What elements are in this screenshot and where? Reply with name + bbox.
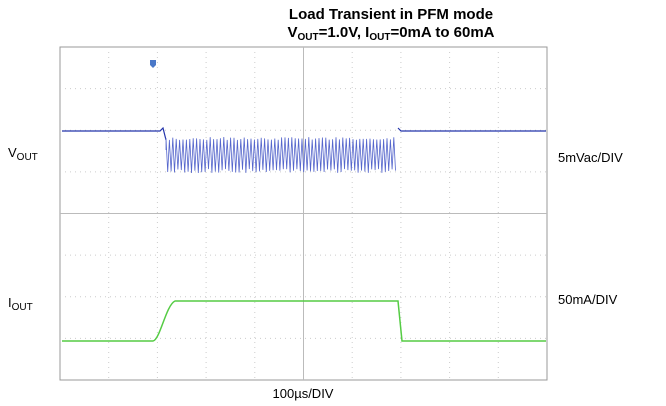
- vout-label: VOUT: [8, 145, 38, 163]
- iout-label: IOUT: [8, 295, 33, 313]
- label-sub: OUT: [12, 302, 33, 313]
- subtitle-part: V: [287, 24, 297, 41]
- subtitle: VOUT=1.0V, IOUT=0mA to 60mA: [287, 24, 494, 43]
- subtitle-part: =0mA to 60mA: [390, 24, 494, 41]
- iout-scale: 50mA/DIV: [558, 292, 618, 307]
- label-sub: OUT: [17, 152, 38, 163]
- scope-capture: Load Transient in PFM mode VOUT=1.0V, IO…: [0, 0, 666, 406]
- subtitle-sub: OUT: [369, 32, 390, 43]
- subtitle-part: =1.0V, I: [319, 24, 370, 41]
- subtitle-sub: OUT: [297, 32, 318, 43]
- vout-scale: 5mVac/DIV: [558, 150, 623, 165]
- label-main: V: [8, 145, 17, 160]
- time-scale: 100µs/DIV: [273, 386, 334, 401]
- title: Load Transient in PFM mode: [289, 6, 493, 23]
